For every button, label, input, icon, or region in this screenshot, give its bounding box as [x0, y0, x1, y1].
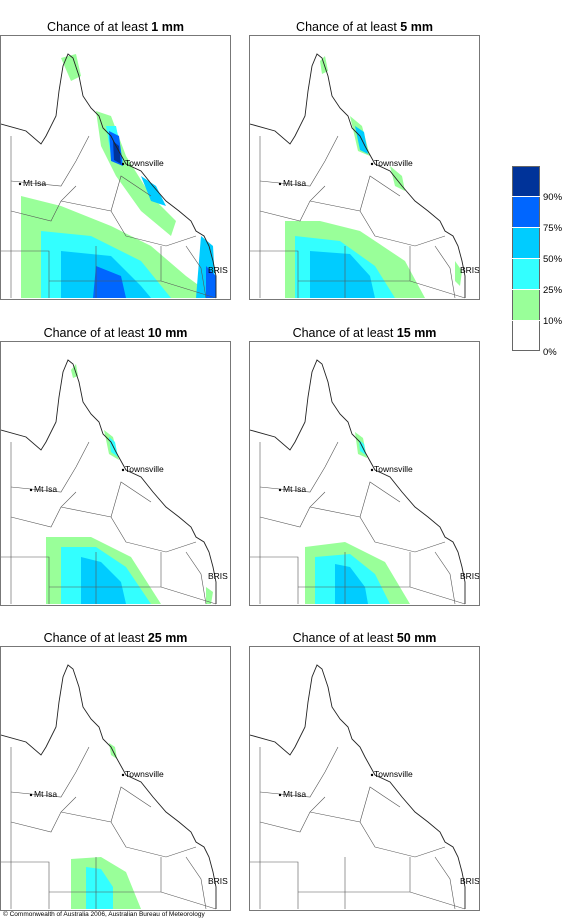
panel-title-prefix: Chance of at least — [47, 20, 152, 34]
rainfall-map: Townsville Mt Isa BRIS — [0, 341, 231, 606]
place-townsville: Townsville — [125, 769, 164, 779]
legend-label-90: 90% — [543, 192, 563, 203]
legend-label-25: 25% — [543, 285, 563, 296]
place-mt-isa: Mt Isa — [34, 789, 57, 799]
place-mt-isa: Mt Isa — [283, 484, 306, 494]
panel-title-prefix: Chance of at least — [292, 326, 397, 340]
coastline — [1, 53, 217, 298]
panel-title: Chance of at least 25 mm — [0, 631, 231, 645]
copyright-notice: © Commonwealth of Australia 2006, Austra… — [3, 911, 205, 918]
place-bris: BRIS — [208, 876, 228, 886]
coastline — [1, 359, 217, 604]
panel-title-amount: 25 mm — [147, 631, 188, 645]
district-boundaries — [1, 441, 217, 605]
probability-legend: 90% 75% 50% 25% 10% 0% — [512, 166, 570, 358]
probability-shading — [46, 364, 213, 604]
district-boundaries — [250, 135, 466, 299]
place-bris: BRIS — [460, 876, 479, 886]
place-mt-isa: Mt Isa — [23, 178, 46, 188]
legend-label-75: 75% — [543, 223, 563, 234]
district-boundaries — [250, 746, 466, 910]
panel-title: Chance of at least 5 mm — [249, 20, 480, 34]
place-bris: BRIS — [208, 571, 228, 581]
place-townsville: Townsville — [374, 464, 413, 474]
probability-shading — [285, 56, 462, 298]
place-mt-isa: Mt Isa — [34, 484, 57, 494]
panel-title: Chance of at least 1 mm — [0, 20, 231, 34]
legend-label-50: 50% — [543, 254, 563, 265]
coastline — [250, 359, 466, 604]
rainfall-map: Townsville Mt Isa BRIS — [0, 646, 231, 911]
place-bris: BRIS — [460, 265, 479, 275]
district-boundaries — [1, 746, 217, 910]
coastline — [250, 53, 466, 298]
coastline — [1, 664, 217, 909]
panel-title-prefix: Chance of at least — [296, 20, 401, 34]
panel-title-prefix: Chance of at least — [292, 631, 397, 645]
rainfall-map: Townsville Mt Isa BRIS — [249, 341, 480, 606]
rainfall-map: Townsville Mt Isa BRIS — [0, 35, 231, 300]
legend-swatch-25 — [512, 259, 540, 289]
rainfall-map: Townsville Mt Isa BRIS — [249, 35, 480, 300]
place-townsville: Townsville — [125, 158, 164, 168]
panel-title-amount: 10 mm — [147, 326, 188, 340]
rainfall-map: Townsville Mt Isa BRIS — [249, 646, 480, 911]
panel-title-amount: 15 mm — [396, 326, 437, 340]
place-bris: BRIS — [460, 571, 479, 581]
place-townsville: Townsville — [374, 158, 413, 168]
place-bris: BRIS — [208, 265, 228, 275]
coastline — [250, 664, 466, 909]
legend-swatch-0 — [512, 321, 540, 351]
district-boundaries — [1, 135, 217, 299]
panel-title-prefix: Chance of at least — [43, 326, 148, 340]
panel-title: Chance of at least 15 mm — [249, 326, 480, 340]
legend-swatch-10 — [512, 290, 540, 320]
place-townsville: Townsville — [125, 464, 164, 474]
place-townsville: Townsville — [374, 769, 413, 779]
panel-title-amount: 50 mm — [396, 631, 437, 645]
panel-title: Chance of at least 10 mm — [0, 326, 231, 340]
probability-shading — [21, 54, 216, 298]
district-boundaries — [250, 441, 466, 605]
legend-label-10: 10% — [543, 316, 563, 327]
probability-shading — [71, 743, 141, 909]
panel-title-amount: 1 mm — [151, 20, 184, 34]
place-mt-isa: Mt Isa — [283, 178, 306, 188]
place-mt-isa: Mt Isa — [283, 789, 306, 799]
legend-swatch-90 — [512, 166, 540, 196]
legend-label-0: 0% — [543, 347, 557, 358]
probability-shading — [305, 432, 410, 604]
legend-swatch-75 — [512, 197, 540, 227]
panel-title-prefix: Chance of at least — [43, 631, 148, 645]
panel-title: Chance of at least 50 mm — [249, 631, 480, 645]
legend-swatch-50 — [512, 228, 540, 258]
panel-title-amount: 5 mm — [400, 20, 433, 34]
